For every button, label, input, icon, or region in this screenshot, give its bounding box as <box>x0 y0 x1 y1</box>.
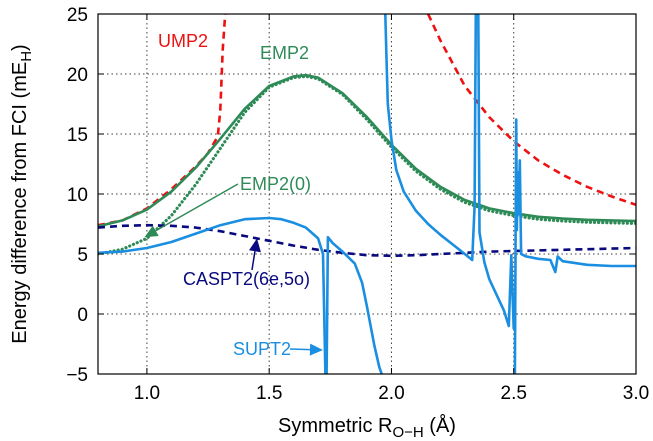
series-line-caspt2-6e-5o <box>98 223 636 258</box>
annotation-arrow-head <box>309 343 323 356</box>
series-layer <box>98 14 636 374</box>
y-axis-title: Energy difference from FCI (mEH) <box>9 44 35 343</box>
series-line-supt2 <box>513 118 636 374</box>
y-tick-label: 25 <box>67 5 88 26</box>
series-line-supt2 <box>325 235 383 374</box>
x-axis-title-main: Symmetric R <box>278 415 392 437</box>
annotation-arrow-head <box>144 225 159 238</box>
y-tick-label: 0 <box>77 305 88 326</box>
y-axis-title-close: ) <box>9 44 31 51</box>
x-axis-title-unit: (Å) <box>424 414 456 437</box>
series-line-supt2 <box>98 216 327 374</box>
x-axis-title: Symmetric RO−H (Å) <box>278 414 456 441</box>
annotation-arrow-head <box>249 238 261 253</box>
y-axis-title-subscript: H <box>18 51 35 62</box>
annotation-supt2: SUPT2 <box>233 339 291 359</box>
x-tick-label: 2.0 <box>378 383 404 404</box>
y-tick-label: 10 <box>67 185 88 206</box>
annotation-arrows <box>144 183 323 356</box>
x-tick-label: 3.0 <box>623 383 649 404</box>
tick-layer: 1.0 1.5 2.0 2.5 3.0 −5 0 5 10 15 20 25 <box>66 5 649 404</box>
x-tick-label: 2.5 <box>501 383 527 404</box>
y-tick-label: 15 <box>67 125 88 146</box>
plot-frame <box>97 13 637 375</box>
series-line-emp2 <box>98 73 636 228</box>
y-tick-label: 5 <box>77 245 88 266</box>
annotation-ump2: UMP2 <box>158 31 208 51</box>
annotation-emp2-0: EMP2(0) <box>240 174 311 194</box>
series-line-supt2 <box>384 14 478 262</box>
annotation-arrow-line <box>155 183 239 232</box>
x-tick-label: 1.0 <box>134 383 160 404</box>
series-line-emp2-0 <box>98 74 636 256</box>
annotation-arrow-line <box>251 251 256 271</box>
grid-lines <box>98 14 637 374</box>
y-tick-label: −5 <box>66 365 88 386</box>
series-line-ump2 <box>426 14 636 207</box>
x-tick-label: 1.5 <box>256 383 282 404</box>
annotation-emp2: EMP2 <box>260 43 309 63</box>
annotation-caspt2: CASPT2(6e,5o) <box>183 269 310 289</box>
series-line-supt2 <box>477 14 515 330</box>
annotation-arrow-line <box>289 348 311 351</box>
annotation-layer: UMP2 EMP2 EMP2(0) CASPT2(6e,5o) SUPT2 <box>144 31 323 359</box>
x-axis-title-subscript: O−H <box>392 424 423 441</box>
y-axis-title-main: Energy difference from FCI (mE <box>9 62 31 344</box>
y-tick-label: 20 <box>67 65 88 86</box>
